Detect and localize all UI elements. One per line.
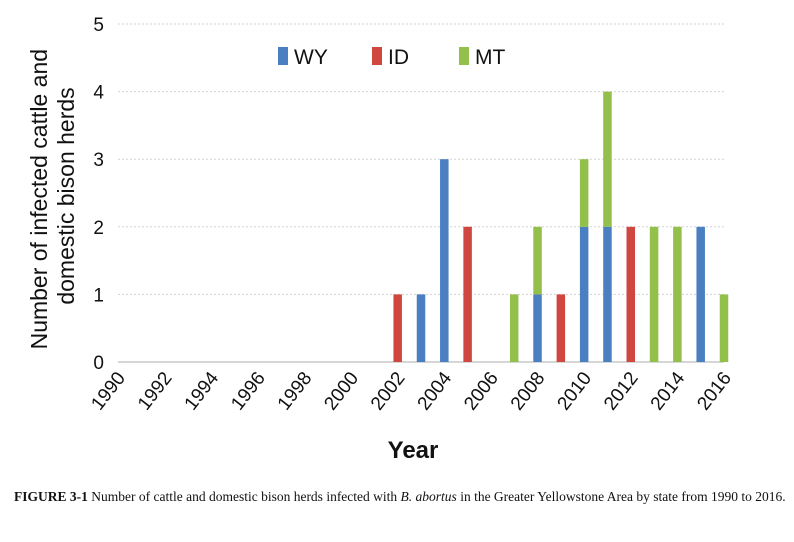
x-tick-2004: 2004 bbox=[414, 368, 457, 415]
bar-WY-2004 bbox=[440, 159, 449, 362]
legend-swatch-ID bbox=[372, 47, 382, 65]
x-tick-1992: 1992 bbox=[134, 368, 177, 414]
figure-label: FIGURE 3-1 bbox=[14, 489, 88, 504]
y-axis-label-line-1: Number of infected cattle and bbox=[26, 49, 52, 349]
bar-MT-2016 bbox=[719, 294, 729, 362]
bar-MT-2007 bbox=[509, 294, 519, 362]
caption-text-before: Number of cattle and domestic bison herd… bbox=[87, 489, 401, 504]
x-tick-2006: 2006 bbox=[460, 368, 503, 414]
y-tick-3: 3 bbox=[93, 150, 104, 171]
legend-label-MT: MT bbox=[475, 46, 505, 69]
x-tick-2008: 2008 bbox=[507, 368, 550, 414]
y-tick-5: 5 bbox=[93, 15, 104, 36]
grid-lines bbox=[118, 23, 724, 295]
x-tick-2002: 2002 bbox=[367, 368, 410, 414]
bar-MT-2013 bbox=[649, 226, 659, 362]
bar-WY-2011 bbox=[603, 226, 612, 362]
bar-MT-2010 bbox=[579, 159, 589, 227]
bar-ID-2005 bbox=[463, 226, 472, 362]
legend-swatch-MT bbox=[459, 47, 469, 65]
x-tick-labels: 1990 1992 1994 1996 1998 2000 2002 2004 2006 2008… bbox=[87, 368, 736, 415]
x-tick-2014: 2014 bbox=[647, 368, 690, 415]
y-tick-2: 2 bbox=[93, 218, 104, 239]
bar-ID-2009 bbox=[556, 294, 566, 362]
x-tick-2000: 2000 bbox=[320, 368, 363, 414]
x-tick-2010: 2010 bbox=[554, 368, 597, 414]
bar-WY-2010 bbox=[579, 226, 589, 362]
x-tick-2016: 2016 bbox=[693, 368, 736, 414]
bar-WY-2015 bbox=[696, 226, 705, 362]
x-tick-1990: 1990 bbox=[87, 368, 130, 414]
bar-ID-2002 bbox=[393, 294, 402, 362]
bar-MT-2014 bbox=[673, 226, 682, 362]
legend-swatch-WY bbox=[278, 47, 288, 65]
x-tick-1994: 1994 bbox=[181, 368, 224, 415]
y-tick-labels: 0 1 2 3 4 5 bbox=[93, 15, 104, 374]
bar-WY-2008 bbox=[533, 294, 542, 362]
bars bbox=[393, 91, 729, 362]
x-axis-label: Year bbox=[388, 437, 439, 464]
x-tick-1998: 1998 bbox=[274, 368, 317, 414]
y-axis-label: Number of infected cattle and domestic b… bbox=[26, 43, 79, 350]
bar-ID-2012 bbox=[626, 226, 636, 362]
x-tick-2012: 2012 bbox=[600, 368, 643, 414]
caption-text-after: in the Greater Yellowstone Area by state… bbox=[456, 489, 786, 504]
legend-label-WY: WY bbox=[294, 46, 328, 69]
y-tick-0: 0 bbox=[93, 353, 104, 374]
bar-MT-2008 bbox=[533, 226, 542, 295]
caption-species: B. abortus bbox=[400, 489, 457, 504]
y-tick-1: 1 bbox=[93, 285, 104, 306]
y-axis-label-line-2: domestic bison herds bbox=[53, 87, 79, 304]
bar-WY-2003 bbox=[416, 294, 426, 362]
legend: WY ID MT bbox=[278, 46, 505, 69]
y-tick-4: 4 bbox=[93, 83, 104, 104]
figure-caption: FIGURE 3-1 Number of cattle and domestic… bbox=[14, 488, 790, 506]
legend-label-ID: ID bbox=[388, 46, 409, 69]
bar-MT-2011 bbox=[603, 91, 612, 227]
x-tick-1996: 1996 bbox=[227, 368, 270, 414]
